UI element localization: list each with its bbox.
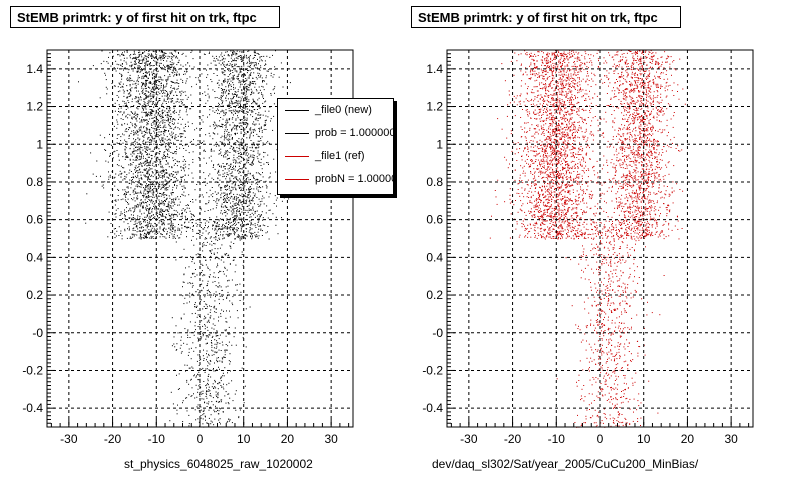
- y-tick-label: 1.2: [26, 100, 43, 114]
- left-panel-title: StEMB primtrk: y of first hit on trk, ft…: [10, 6, 280, 28]
- legend-label-file1: _file1 (ref): [315, 150, 365, 162]
- legend-entry-prob: prob = 1.000000: [278, 123, 394, 143]
- y-tick-label: 0.6: [26, 213, 43, 227]
- x-tick-label: 30: [324, 432, 338, 446]
- y-tick-label: 1: [36, 137, 43, 151]
- legend-line-file1: [285, 156, 309, 157]
- y-tick-label: -0: [432, 326, 443, 340]
- legend-entry-file0: _file0 (new): [278, 100, 393, 120]
- legend-entry-probn: probN = 1.000000: [278, 169, 393, 189]
- x-tick-label: 0: [197, 432, 204, 446]
- y-tick-label: -0.4: [422, 401, 443, 415]
- y-tick-label: -0.2: [22, 363, 43, 377]
- x-tick-label: -10: [548, 432, 566, 446]
- y-tick-label: 0.8: [26, 175, 43, 189]
- y-tick-label: -0.4: [22, 401, 43, 415]
- y-tick-label: 0.4: [26, 250, 43, 264]
- right-panel-footer: dev/daq_sl302/Sat/year_2005/CuCu200_MinB…: [432, 457, 699, 471]
- y-tick-label: -0.2: [422, 363, 443, 377]
- y-tick-label: 1.2: [426, 100, 443, 114]
- right-panel-title: StEMB primtrk: y of first hit on trk, ft…: [411, 6, 681, 28]
- x-tick-label: 10: [237, 432, 251, 446]
- y-tick-label: 0.8: [426, 175, 443, 189]
- legend-label-probn: probN = 1.000000: [315, 173, 393, 185]
- data-points: [78, 50, 299, 428]
- x-tick-label: 20: [681, 432, 695, 446]
- x-tick-label: -10: [148, 432, 166, 446]
- legend-box: _file0 (new) prob = 1.000000 _file1 (ref…: [277, 98, 394, 195]
- data-points: [489, 50, 686, 428]
- y-tick-label: 1.4: [426, 62, 443, 76]
- x-tick-label: -20: [504, 432, 522, 446]
- y-tick-label: 0.2: [26, 288, 43, 302]
- y-tick-label: 0.6: [426, 213, 443, 227]
- y-tick-label: -0: [32, 326, 43, 340]
- x-tick-label: 20: [281, 432, 295, 446]
- legend-line-prob: [285, 133, 309, 134]
- y-tick-label: 0.2: [426, 288, 443, 302]
- y-tick-label: 0.4: [426, 250, 443, 264]
- legend-line-file0: [285, 110, 309, 111]
- x-tick-label: 10: [637, 432, 651, 446]
- legend-label-prob: prob = 1.000000: [315, 127, 394, 139]
- legend-entry-file1: _file1 (ref): [278, 146, 393, 166]
- legend-label-file0: _file0 (new): [315, 104, 372, 116]
- y-tick-label: 1.4: [26, 62, 43, 76]
- plot-panel-1: -30 -20 -10 0 10 20 30 -0.4 -0.2 -0 0.2 0.4 0.6 0.8 1 1…: [422, 49, 754, 446]
- x-tick-label: 30: [724, 432, 738, 446]
- y-tick-label: 1: [436, 137, 443, 151]
- x-tick-label: 0: [597, 432, 604, 446]
- x-tick-label: -20: [104, 432, 122, 446]
- x-tick-label: -30: [460, 432, 478, 446]
- legend-line-probn: [285, 179, 309, 180]
- x-tick-label: -30: [60, 432, 78, 446]
- left-panel-footer: st_physics_6048025_raw_1020002: [124, 457, 313, 471]
